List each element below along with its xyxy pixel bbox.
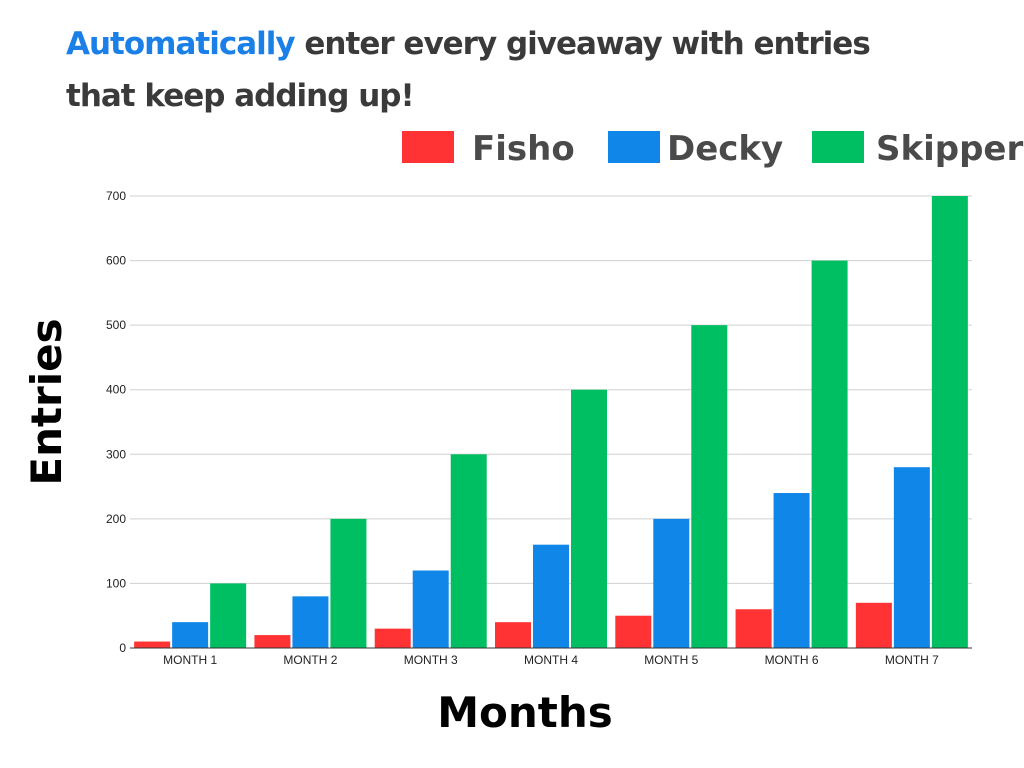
x-category-label: MONTH 6: [765, 653, 819, 667]
bar-fisho: [374, 628, 411, 648]
title-accent: Automatically: [66, 26, 296, 62]
bar-decky: [412, 570, 449, 648]
bar-skipper: [450, 454, 487, 648]
bar-skipper: [210, 583, 247, 648]
bar-skipper: [691, 325, 728, 648]
y-tick-label: 600: [106, 254, 126, 268]
bar-decky: [533, 544, 569, 648]
y-tick-label: 400: [106, 383, 126, 397]
y-axis-title: Entries: [22, 318, 71, 485]
y-tick-label: 300: [106, 447, 126, 461]
bars: [134, 196, 968, 648]
bar-fisho: [735, 609, 772, 648]
legend-swatch-skipper: [812, 131, 864, 163]
y-tick-labels: 0 100 200 300 400 500 600 700: [106, 189, 126, 655]
x-category-label: MONTH 3: [404, 653, 458, 667]
x-category-label: MONTH 1: [163, 653, 217, 667]
bar-skipper: [571, 389, 607, 648]
bar-skipper: [330, 518, 367, 648]
legend: Fisho Decky Skipper: [402, 129, 1023, 169]
bar-fisho: [254, 635, 291, 648]
x-category-label: MONTH 4: [524, 653, 578, 667]
bar-decky: [172, 622, 209, 648]
bar-fisho: [615, 615, 652, 648]
x-category-label: MONTH 2: [283, 653, 337, 667]
y-tick-label: 100: [106, 576, 126, 590]
bar-decky: [292, 596, 329, 648]
x-category-label: MONTH 7: [885, 653, 939, 667]
bar-fisho: [134, 641, 171, 648]
legend-swatch-decky: [608, 131, 660, 163]
bar-decky: [773, 493, 810, 648]
bar-fisho: [495, 622, 531, 648]
title-rest: enter every giveaway with entries that k…: [66, 26, 871, 114]
x-category-labels: MONTH 1 MONTH 2 MONTH 3 MONTH 4 MONTH 5 MONTH…: [163, 653, 939, 667]
y-tick-label: 700: [106, 189, 126, 203]
bar-skipper: [811, 260, 848, 648]
legend-label-decky: Decky: [667, 129, 783, 169]
bar-decky: [653, 518, 690, 648]
bar-decky: [893, 467, 930, 648]
y-tick-label: 500: [106, 318, 126, 332]
legend-swatch-fisho: [402, 131, 454, 163]
legend-label-skipper: Skipper: [876, 129, 1023, 169]
y-tick-label: 200: [106, 512, 126, 526]
chart-title: Automatically enter every giveaway with …: [66, 18, 886, 122]
y-tick-label: 0: [119, 641, 126, 655]
bar-skipper: [931, 196, 968, 648]
x-category-label: MONTH 5: [644, 653, 698, 667]
x-axis-title: Months: [437, 688, 613, 737]
bar-fisho: [855, 602, 892, 648]
legend-label-fisho: Fisho: [472, 129, 575, 169]
